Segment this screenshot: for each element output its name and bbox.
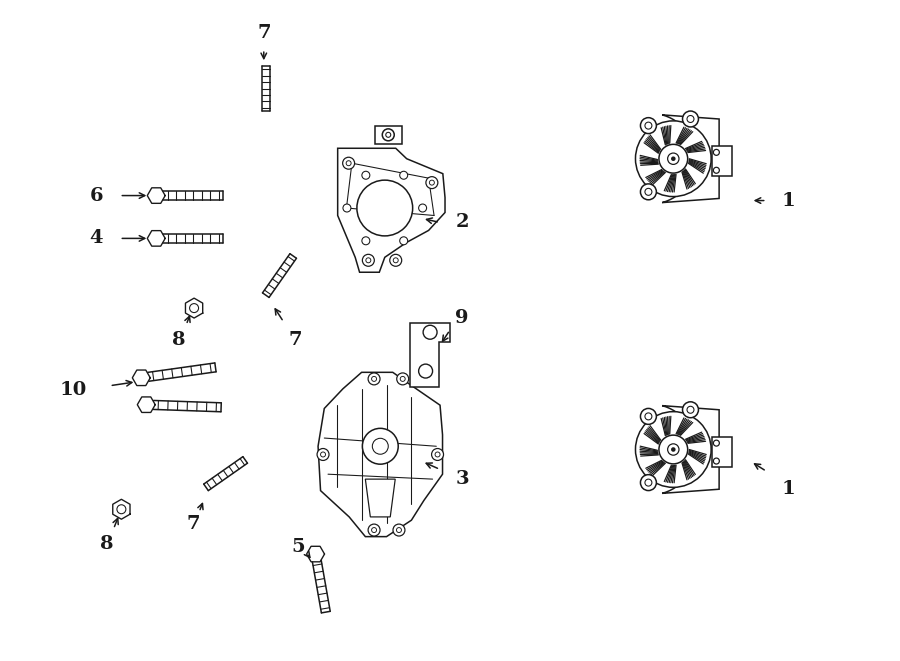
Circle shape bbox=[635, 121, 711, 196]
Circle shape bbox=[390, 254, 401, 266]
Circle shape bbox=[363, 428, 398, 464]
Circle shape bbox=[645, 413, 652, 420]
Polygon shape bbox=[369, 483, 392, 512]
Text: 6: 6 bbox=[90, 186, 104, 204]
Polygon shape bbox=[262, 66, 270, 111]
Circle shape bbox=[426, 176, 438, 188]
Polygon shape bbox=[164, 191, 223, 200]
Circle shape bbox=[418, 204, 427, 212]
Circle shape bbox=[400, 171, 408, 179]
Circle shape bbox=[346, 161, 351, 166]
Text: 3: 3 bbox=[455, 471, 469, 488]
Polygon shape bbox=[148, 188, 166, 204]
Polygon shape bbox=[318, 372, 443, 537]
Circle shape bbox=[635, 412, 711, 487]
Circle shape bbox=[382, 129, 394, 141]
Circle shape bbox=[357, 180, 413, 236]
Circle shape bbox=[363, 254, 374, 266]
Circle shape bbox=[714, 458, 719, 464]
Circle shape bbox=[373, 438, 388, 454]
Circle shape bbox=[641, 475, 656, 490]
Circle shape bbox=[343, 204, 351, 212]
Polygon shape bbox=[375, 126, 402, 144]
Circle shape bbox=[671, 157, 676, 161]
Circle shape bbox=[400, 237, 408, 245]
Text: 1: 1 bbox=[782, 192, 796, 210]
Text: 8: 8 bbox=[173, 331, 186, 349]
Circle shape bbox=[362, 237, 370, 245]
Circle shape bbox=[386, 132, 391, 137]
Circle shape bbox=[714, 149, 719, 155]
Polygon shape bbox=[148, 363, 216, 381]
Polygon shape bbox=[263, 254, 296, 297]
Circle shape bbox=[668, 153, 679, 165]
Circle shape bbox=[645, 188, 652, 195]
Circle shape bbox=[659, 435, 688, 464]
Circle shape bbox=[397, 527, 401, 533]
Circle shape bbox=[687, 116, 694, 122]
Polygon shape bbox=[148, 231, 166, 246]
Circle shape bbox=[641, 184, 656, 200]
Circle shape bbox=[645, 122, 652, 129]
Circle shape bbox=[117, 505, 126, 514]
Circle shape bbox=[435, 452, 440, 457]
Polygon shape bbox=[307, 546, 325, 562]
Circle shape bbox=[372, 376, 376, 381]
Text: 2: 2 bbox=[455, 214, 469, 231]
Circle shape bbox=[393, 258, 398, 263]
Circle shape bbox=[368, 373, 380, 385]
Polygon shape bbox=[410, 323, 450, 387]
Text: 8: 8 bbox=[100, 535, 113, 553]
Circle shape bbox=[400, 376, 405, 381]
Circle shape bbox=[190, 303, 199, 313]
Circle shape bbox=[714, 167, 719, 173]
Text: 10: 10 bbox=[60, 381, 87, 399]
Text: 7: 7 bbox=[257, 24, 271, 42]
Circle shape bbox=[317, 449, 329, 461]
Circle shape bbox=[714, 440, 719, 446]
Circle shape bbox=[668, 444, 679, 455]
Circle shape bbox=[687, 407, 694, 413]
Polygon shape bbox=[138, 397, 155, 412]
Polygon shape bbox=[112, 499, 130, 519]
Polygon shape bbox=[662, 406, 719, 493]
Circle shape bbox=[641, 118, 656, 134]
Text: 5: 5 bbox=[292, 538, 305, 556]
Polygon shape bbox=[312, 561, 330, 613]
Circle shape bbox=[372, 527, 376, 533]
Polygon shape bbox=[132, 370, 150, 385]
Circle shape bbox=[641, 408, 656, 424]
FancyBboxPatch shape bbox=[713, 146, 733, 176]
Polygon shape bbox=[164, 234, 223, 243]
Polygon shape bbox=[153, 401, 221, 412]
Circle shape bbox=[368, 524, 380, 536]
Circle shape bbox=[682, 111, 698, 127]
Circle shape bbox=[645, 479, 652, 486]
Circle shape bbox=[366, 258, 371, 263]
Circle shape bbox=[659, 144, 688, 173]
Text: 1: 1 bbox=[782, 481, 796, 498]
Circle shape bbox=[432, 449, 444, 461]
Polygon shape bbox=[203, 457, 248, 490]
Circle shape bbox=[682, 402, 698, 418]
Circle shape bbox=[397, 373, 409, 385]
Circle shape bbox=[343, 157, 355, 169]
Polygon shape bbox=[338, 148, 445, 272]
Text: 7: 7 bbox=[289, 331, 302, 349]
Circle shape bbox=[671, 447, 676, 451]
Polygon shape bbox=[185, 298, 202, 318]
Polygon shape bbox=[662, 115, 719, 202]
Circle shape bbox=[393, 524, 405, 536]
FancyBboxPatch shape bbox=[713, 437, 733, 467]
Text: 9: 9 bbox=[455, 309, 469, 327]
Polygon shape bbox=[365, 479, 395, 517]
Text: 7: 7 bbox=[186, 515, 200, 533]
Circle shape bbox=[320, 452, 326, 457]
Text: 4: 4 bbox=[90, 229, 104, 247]
Circle shape bbox=[423, 325, 437, 339]
Circle shape bbox=[362, 171, 370, 179]
Circle shape bbox=[429, 180, 435, 185]
Circle shape bbox=[418, 364, 433, 378]
